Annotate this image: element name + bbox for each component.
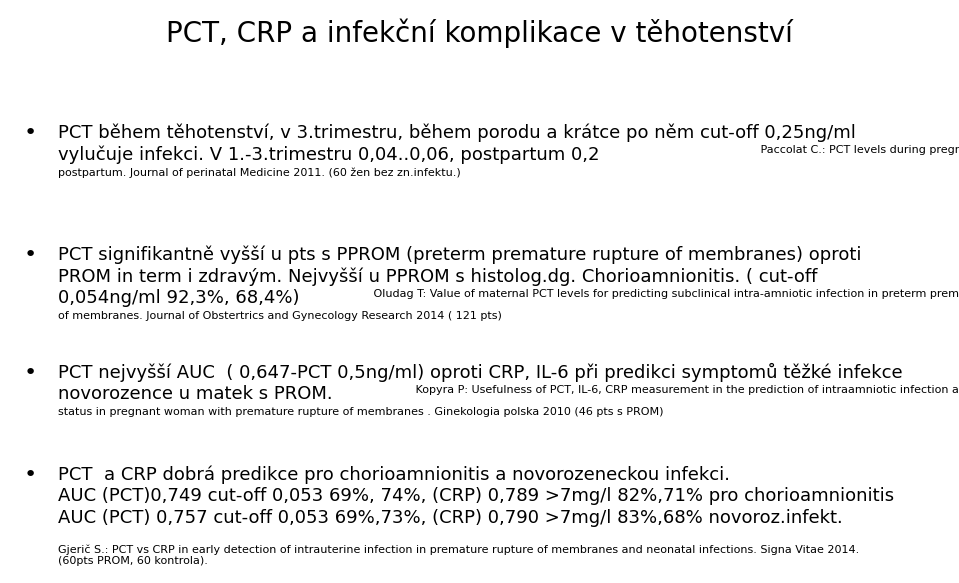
Text: vylučuje infekci. V 1.-3.trimestru 0,04..0,06, postpartum 0,2: vylučuje infekci. V 1.-3.trimestru 0,04.… (58, 145, 599, 163)
Text: •: • (23, 363, 36, 383)
Text: Gjerič S.: PCT vs CRP in early detection of intrauterine infection in premature : Gjerič S.: PCT vs CRP in early detection… (58, 545, 859, 555)
Text: PCT signifikantně vyšší u pts s PPROM (preterm premature rupture of membranes) o: PCT signifikantně vyšší u pts s PPROM (p… (58, 245, 861, 264)
Text: (60pts PROM, 60 kontrola).: (60pts PROM, 60 kontrola). (58, 556, 208, 566)
Text: •: • (23, 465, 36, 485)
Text: Paccolat C.: PCT levels during pregnancy, delivery and: Paccolat C.: PCT levels during pregnancy… (757, 145, 959, 155)
Text: status in pregnant woman with premature rupture of membranes . Ginekologia polsk: status in pregnant woman with premature … (58, 407, 664, 417)
Text: novorozence u matek s PROM.: novorozence u matek s PROM. (58, 385, 333, 403)
Text: •: • (23, 123, 36, 143)
Text: Oludag T: Value of maternal PCT levels for predicting subclinical intra-amniotic: Oludag T: Value of maternal PCT levels f… (369, 289, 959, 299)
Text: PCT během těhotenství, v 3.trimestru, během porodu a krátce po něm cut-off 0,25n: PCT během těhotenství, v 3.trimestru, bě… (58, 123, 855, 142)
Text: PCT nejvyšší AUC  ( 0,647-PCT 0,5ng/ml) oproti CRP, IL-6 při predikci symptomů t: PCT nejvyšší AUC ( 0,647-PCT 0,5ng/ml) o… (58, 363, 902, 382)
Text: Kopyra P: Usefulness of PCT, IL-6, CRP measurement in the prediction of intraamn: Kopyra P: Usefulness of PCT, IL-6, CRP m… (412, 385, 959, 395)
Text: PCT, CRP a infekční komplikace v těhotenství: PCT, CRP a infekční komplikace v těhoten… (166, 18, 793, 47)
Text: •: • (23, 245, 36, 265)
Text: AUC (PCT) 0,757 cut-off 0,053 69%,73%, (CRP) 0,790 >7mg/l 83%,68% novoroz.infekt: AUC (PCT) 0,757 cut-off 0,053 69%,73%, (… (58, 509, 843, 527)
Text: postpartum. Journal of perinatal Medicine 2011. (60 žen bez zn.infektu.): postpartum. Journal of perinatal Medicin… (58, 167, 460, 177)
Text: of membranes. Journal of Obstertrics and Gynecology Research 2014 ( 121 pts): of membranes. Journal of Obstertrics and… (58, 311, 502, 321)
Text: 0,054ng/ml 92,3%, 68,4%): 0,054ng/ml 92,3%, 68,4%) (58, 289, 299, 307)
Text: AUC (PCT)0,749 cut-off 0,053 69%, 74%, (CRP) 0,789 >7mg/l 82%,71% pro chorioamni: AUC (PCT)0,749 cut-off 0,053 69%, 74%, (… (58, 487, 894, 505)
Text: PCT  a CRP dobrá predikce pro chorioamnionitis a novorozeneckou infekci.: PCT a CRP dobrá predikce pro chorioamnio… (58, 465, 730, 483)
Text: PROM in term i zdravým. Nejvyšší u PPROM s histolog.dg. Chorioamnionitis. ( cut-: PROM in term i zdravým. Nejvyšší u PPROM… (58, 267, 817, 286)
